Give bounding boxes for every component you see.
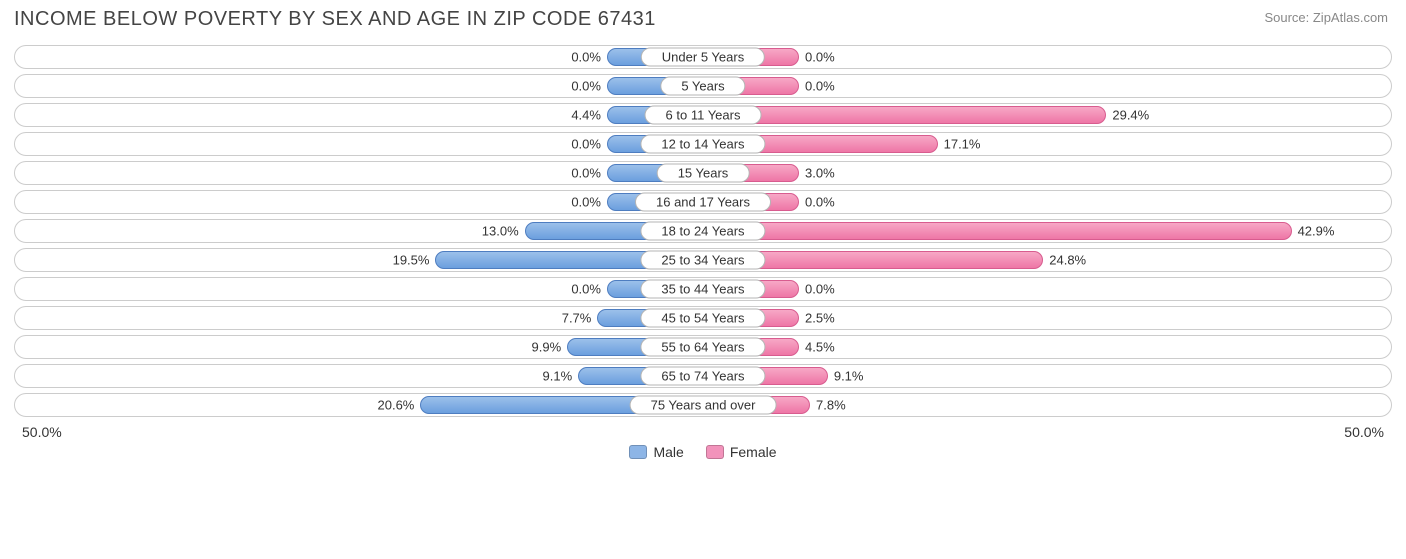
row-label: 35 to 44 Years <box>640 280 765 299</box>
value-female: 29.4% <box>1112 108 1149 123</box>
row-track: 9.1% 9.1% 65 to 74 Years <box>14 364 1392 388</box>
value-male: 7.7% <box>562 311 592 326</box>
value-female: 2.5% <box>805 311 835 326</box>
axis-right-label: 50.0% <box>1344 424 1384 440</box>
row-track: 0.0% 3.0% 15 Years <box>14 161 1392 185</box>
axis-labels: 50.0% 50.0% <box>14 422 1392 440</box>
value-female: 0.0% <box>805 282 835 297</box>
row-label: 18 to 24 Years <box>640 222 765 241</box>
row-label: Under 5 Years <box>641 48 765 67</box>
legend-item-female: Female <box>706 444 777 460</box>
value-female: 9.1% <box>834 369 864 384</box>
chart-area: 0.0% 0.0% Under 5 Years 0.0% 0.0% 5 Years 4.4%… <box>14 45 1392 417</box>
legend-item-male: Male <box>629 444 683 460</box>
row-track: 4.4% 29.4% 6 to 11 Years <box>14 103 1392 127</box>
row-label: 16 and 17 Years <box>635 193 771 212</box>
value-female: 0.0% <box>805 50 835 65</box>
row-track: 0.0% 17.1% 12 to 14 Years <box>14 132 1392 156</box>
row-label: 12 to 14 Years <box>640 135 765 154</box>
chart-container: INCOME BELOW POVERTY BY SEX AND AGE IN Z… <box>0 0 1406 559</box>
row-track: 7.7% 2.5% 45 to 54 Years <box>14 306 1392 330</box>
chart-title: INCOME BELOW POVERTY BY SEX AND AGE IN Z… <box>14 8 1392 31</box>
row-track: 19.5% 24.8% 25 to 34 Years <box>14 248 1392 272</box>
row-label: 6 to 11 Years <box>645 106 762 125</box>
row-track: 0.0% 0.0% 16 and 17 Years <box>14 190 1392 214</box>
row-track: 13.0% 42.9% 18 to 24 Years <box>14 219 1392 243</box>
value-male: 0.0% <box>571 166 601 181</box>
value-female: 0.0% <box>805 195 835 210</box>
row-track: 0.0% 0.0% 35 to 44 Years <box>14 277 1392 301</box>
value-male: 0.0% <box>571 79 601 94</box>
value-male: 13.0% <box>482 224 519 239</box>
row-label: 65 to 74 Years <box>640 367 765 386</box>
row-label: 75 Years and over <box>630 396 777 415</box>
legend-swatch-female <box>706 445 724 459</box>
value-male: 0.0% <box>571 195 601 210</box>
row-label: 55 to 64 Years <box>640 338 765 357</box>
value-male: 0.0% <box>571 282 601 297</box>
legend-swatch-male <box>629 445 647 459</box>
row-label: 15 Years <box>657 164 750 183</box>
row-label: 45 to 54 Years <box>640 309 765 328</box>
value-male: 4.4% <box>571 108 601 123</box>
row-track: 9.9% 4.5% 55 to 64 Years <box>14 335 1392 359</box>
value-male: 20.6% <box>378 398 415 413</box>
value-female: 4.5% <box>805 340 835 355</box>
value-female: 42.9% <box>1298 224 1335 239</box>
row-track: 0.0% 0.0% 5 Years <box>14 74 1392 98</box>
value-male: 9.1% <box>543 369 573 384</box>
row-track: 20.6% 7.8% 75 Years and over <box>14 393 1392 417</box>
row-label: 25 to 34 Years <box>640 251 765 270</box>
axis-left-label: 50.0% <box>22 424 62 440</box>
source-attribution: Source: ZipAtlas.com <box>1264 10 1388 25</box>
legend: Male Female <box>14 444 1392 460</box>
value-male: 9.9% <box>532 340 562 355</box>
value-male: 0.0% <box>571 50 601 65</box>
value-female: 0.0% <box>805 79 835 94</box>
value-male: 0.0% <box>571 137 601 152</box>
legend-label-female: Female <box>730 444 777 460</box>
value-female: 24.8% <box>1049 253 1086 268</box>
value-male: 19.5% <box>393 253 430 268</box>
legend-label-male: Male <box>653 444 683 460</box>
value-female: 7.8% <box>816 398 846 413</box>
bar-female <box>703 222 1292 240</box>
row-label: 5 Years <box>660 77 745 96</box>
bar-female <box>703 106 1106 124</box>
value-female: 3.0% <box>805 166 835 181</box>
value-female: 17.1% <box>944 137 981 152</box>
row-track: 0.0% 0.0% Under 5 Years <box>14 45 1392 69</box>
